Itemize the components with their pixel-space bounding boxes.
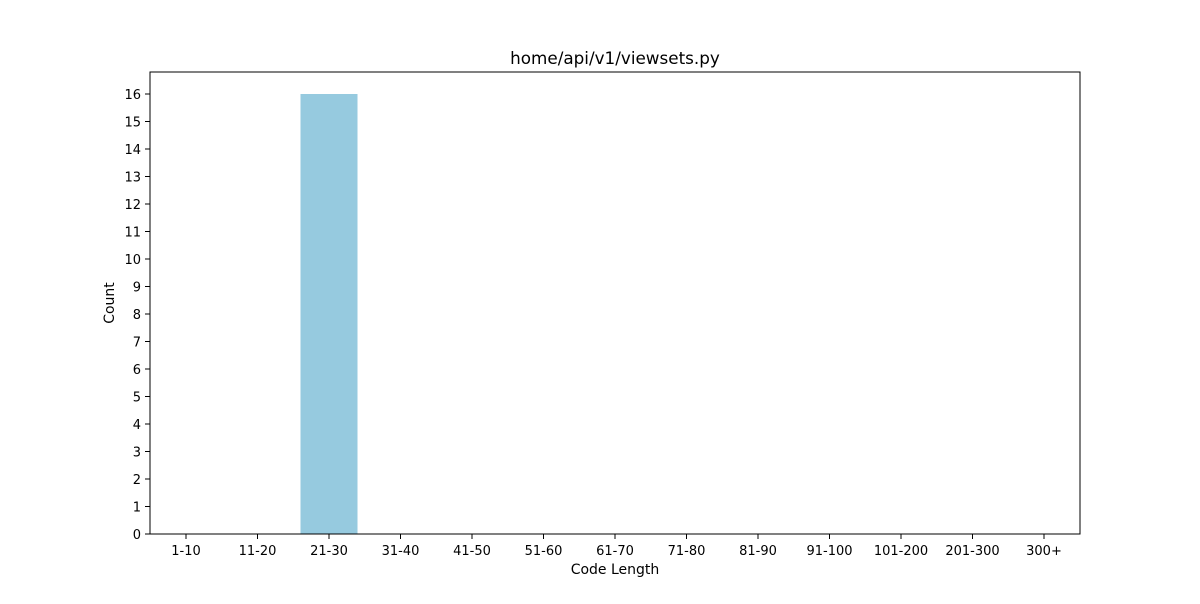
plot-area <box>300 94 358 534</box>
x-tick-label: 21-30 <box>310 544 348 559</box>
y-tick-label: 9 <box>133 281 141 296</box>
x-tick-label: 91-100 <box>806 544 852 559</box>
x-tick-label: 71-80 <box>668 544 706 559</box>
x-tick-label: 81-90 <box>739 544 777 559</box>
y-tick-label: 0 <box>133 528 141 543</box>
y-tick-label: 11 <box>124 226 141 241</box>
y-tick-label: 10 <box>124 253 141 268</box>
y-tick-label: 13 <box>124 171 141 186</box>
y-tick-label: 8 <box>133 308 141 323</box>
x-tick-label: 101-200 <box>874 544 928 559</box>
chart-title: home/api/v1/viewsets.py <box>510 48 720 68</box>
y-tick-label: 7 <box>133 336 141 351</box>
y-tick-label: 3 <box>133 446 141 461</box>
y-tick-label: 15 <box>124 116 141 131</box>
x-tick-label: 41-50 <box>453 544 491 559</box>
x-tick-label: 61-70 <box>596 544 634 559</box>
y-tick-label: 5 <box>133 391 141 406</box>
y-tick-label: 2 <box>133 473 141 488</box>
y-tick-label: 12 <box>124 198 141 213</box>
y-tick-label: 1 <box>133 501 141 516</box>
x-tick-label: 1-10 <box>171 544 201 559</box>
y-tick-label: 4 <box>133 418 141 433</box>
x-tick-label: 300+ <box>1026 544 1062 559</box>
y-axis-label: Count <box>102 282 118 324</box>
x-tick-label: 11-20 <box>239 544 277 559</box>
x-tick-label: 51-60 <box>525 544 563 559</box>
y-tick-label: 14 <box>124 143 141 158</box>
x-tick-label: 31-40 <box>382 544 420 559</box>
bar-21-30 <box>300 94 358 534</box>
plot-frame <box>149 71 1081 535</box>
x-tick-label: 201-300 <box>945 544 999 559</box>
y-tick-label: 6 <box>133 363 141 378</box>
x-axis: 1-10 11-20 21-30 31-40 41-50 51-60 61-70 71-80 8… <box>171 534 1062 559</box>
x-axis-label: Code Length <box>571 562 660 578</box>
y-tick-label: 16 <box>124 88 141 103</box>
